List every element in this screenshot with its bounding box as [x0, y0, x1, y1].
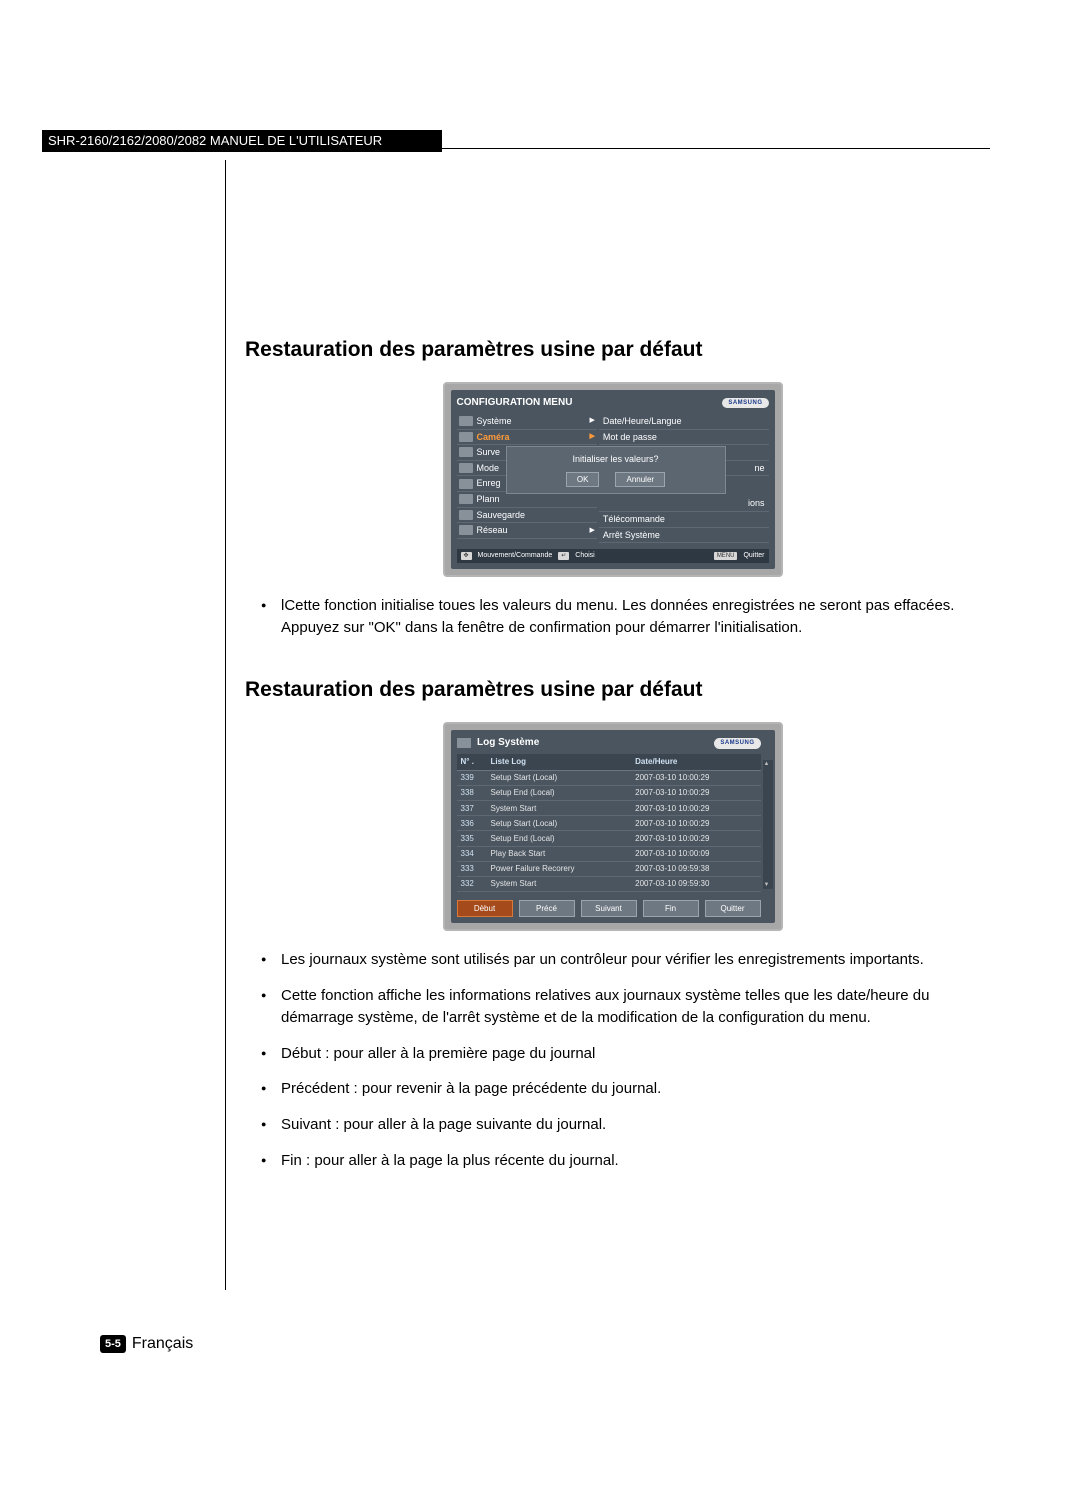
section1-title: Restauration des paramètres usine par dé…	[245, 338, 980, 362]
monitor-icon	[459, 447, 473, 457]
body-bullet: Les journaux système sont utilisés par u…	[261, 949, 980, 971]
log-icon	[457, 738, 471, 748]
prece-button[interactable]: Précé	[519, 900, 575, 917]
table-row: 334Play Back Start2007-03-10 10:00:09	[457, 846, 761, 861]
log-system-screenshot: Log Système SAMSUNG N° . Liste Log Date/…	[443, 722, 783, 931]
menu-item: Sauvegarde	[477, 509, 526, 522]
menu-footer: ✥ Mouvement/Commande ↵ Choisi MENU Quitt…	[457, 549, 769, 563]
body-bullet: Suivant : pour aller à la page suivante …	[261, 1114, 980, 1136]
table-row: 338Setup End (Local)2007-03-10 10:00:29	[457, 785, 761, 800]
samsung-logo: SAMSUNG	[714, 738, 760, 748]
col-list: Liste Log	[487, 754, 632, 770]
chevron-right-icon: ▶	[590, 432, 595, 442]
ok-button[interactable]: OK	[566, 472, 600, 487]
config-menu-title: CONFIGURATION MENU	[457, 396, 573, 410]
dialog-text: Initialiser les valeurs?	[513, 453, 719, 466]
camera-icon	[459, 432, 473, 442]
menu-item: ions	[599, 496, 769, 512]
page-footer: 5-5 Français	[100, 1335, 193, 1353]
section2-body: Les journaux système sont utilisés par u…	[261, 949, 980, 1171]
debut-button[interactable]: Dèbut	[457, 900, 513, 917]
table-row: 335Setup End (Local)2007-03-10 10:00:29	[457, 831, 761, 846]
page-number: 5-5	[100, 1335, 126, 1353]
log-title-text: Log Système	[477, 737, 539, 748]
table-row: 339Setup Start (Local)2007-03-10 10:00:2…	[457, 770, 761, 785]
body-bullet: lCette fonction initialise toues les val…	[261, 595, 980, 639]
footer-label: Choisi	[575, 551, 594, 561]
scrollbar[interactable]	[763, 760, 773, 889]
body-bullet: Cette fonction affiche les informations …	[261, 985, 980, 1029]
samsung-logo: SAMSUNG	[722, 398, 768, 408]
fin-button[interactable]: Fin	[643, 900, 699, 917]
quitter-button[interactable]: Quitter	[705, 900, 761, 917]
menu-key-icon: MENU	[714, 552, 738, 560]
confirm-dialog: Initialiser les valeurs? OK Annuler	[506, 446, 726, 494]
menu-item: Plann	[477, 493, 500, 506]
menu-item: Caméra	[477, 431, 510, 444]
system-icon	[459, 416, 473, 426]
table-row: 336Setup Start (Local)2007-03-10 10:00:2…	[457, 816, 761, 831]
menu-item: Télécommande	[599, 512, 769, 528]
network-icon	[459, 525, 473, 535]
menu-item: Système	[477, 415, 512, 428]
page-content: Restauration des paramètres usine par dé…	[245, 320, 980, 1212]
backup-icon	[459, 510, 473, 520]
footer-label: Quitter	[743, 551, 764, 561]
log-button-row: Dèbut Précé Suivant Fin Quitter	[457, 900, 761, 917]
plan-icon	[459, 494, 473, 504]
table-row: 337System Start2007-03-10 10:00:29	[457, 801, 761, 816]
menu-item: Surve	[477, 446, 501, 459]
menu-item: Date/Heure/Langue	[599, 414, 769, 430]
config-menu-screenshot: CONFIGURATION MENU SAMSUNG Système ▶ Camé…	[443, 382, 783, 577]
menu-item: Mot de passe	[599, 430, 769, 446]
menu-item: Arrêt Système	[599, 528, 769, 544]
arrows-icon: ✥	[461, 552, 472, 560]
body-bullet: Précédent : pour revenir à la page précé…	[261, 1078, 980, 1100]
suivant-button[interactable]: Suivant	[581, 900, 637, 917]
col-date: Date/Heure	[631, 754, 760, 770]
body-bullet: Début : pour aller à la première page du…	[261, 1043, 980, 1065]
body-bullet: Fin : pour aller à la page la plus récen…	[261, 1150, 980, 1172]
header-rule	[42, 148, 990, 149]
page-language: Français	[132, 1335, 193, 1353]
rec-icon	[459, 479, 473, 489]
enter-icon: ↵	[558, 552, 569, 560]
table-row: 332System Start2007-03-10 09:59:30	[457, 876, 761, 891]
chevron-right-icon: ▶	[590, 416, 595, 426]
menu-item: Enreg	[477, 477, 501, 490]
section1-body: lCette fonction initialise toues les val…	[261, 595, 980, 639]
col-no: N° .	[457, 754, 487, 770]
vertical-divider	[225, 160, 226, 1290]
chevron-right-icon: ▶	[590, 526, 595, 536]
table-row: 333Power Failure Recorery2007-03-10 09:5…	[457, 861, 761, 876]
mode-icon	[459, 463, 473, 473]
cancel-button[interactable]: Annuler	[615, 472, 665, 487]
log-title: Log Système	[457, 736, 540, 750]
section2-title: Restauration des paramètres usine par dé…	[245, 678, 980, 702]
menu-item: Mode	[477, 462, 500, 475]
footer-label: Mouvement/Commande	[478, 551, 553, 561]
menu-item: Réseau	[477, 524, 508, 537]
log-table: N° . Liste Log Date/Heure 339Setup Start…	[457, 754, 761, 892]
